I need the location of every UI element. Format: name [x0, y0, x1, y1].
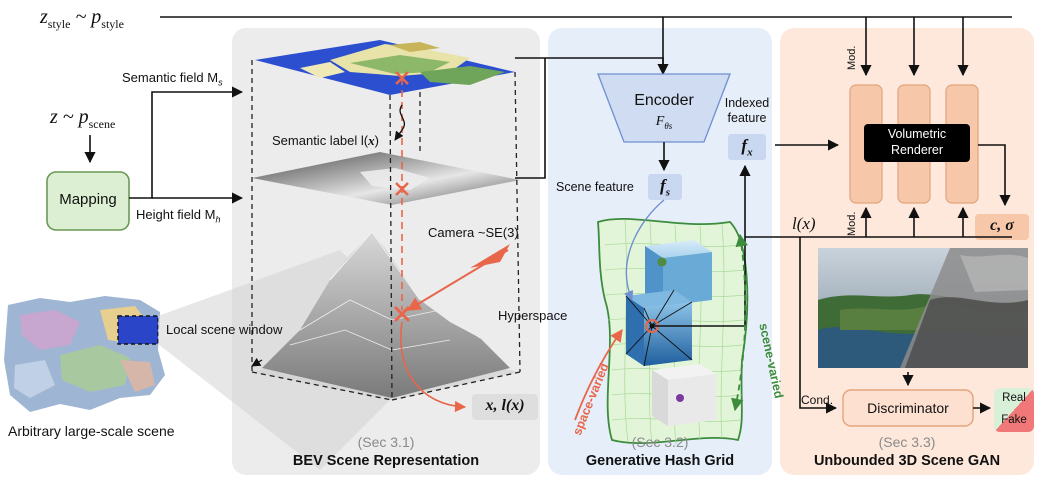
semantic-field-sub: s: [218, 77, 223, 88]
hyperspace-label: Hyperspace: [498, 308, 568, 323]
local-window-label: Local scene window: [166, 322, 283, 337]
large-scale-scene-map: [4, 296, 165, 412]
real-fake-box: [994, 388, 1034, 432]
rendered-scene-image: [818, 248, 1028, 368]
height-field-highlight: [360, 168, 430, 190]
style-latent-sim: ~ p: [70, 6, 102, 28]
real-label: Real: [1002, 392, 1026, 404]
sample-point-3d: [393, 305, 411, 323]
scene-latent-sub: scene: [88, 117, 116, 131]
sample-point-height: [395, 182, 409, 196]
c-sigma-box: [975, 214, 1029, 240]
c-sigma-label: c, σ: [990, 217, 1014, 234]
style-latent-sub: style: [47, 17, 71, 31]
xl-label: x, l(x): [485, 397, 525, 414]
mapping-label: Mapping: [59, 191, 117, 208]
cond-label: Cond.: [801, 393, 834, 407]
mod-top-label: Mod.: [846, 45, 858, 70]
fs-label: fs: [648, 176, 682, 198]
style-latent-sub2: style: [101, 17, 124, 31]
camera-frustum: [470, 244, 510, 268]
scene-latent-z: z: [50, 106, 58, 128]
style-latent-label: zstyle ~ pstyle: [40, 6, 124, 32]
title2-label: Generative Hash Grid: [585, 453, 735, 469]
fx-f: f: [741, 136, 748, 155]
encoder-label: Encoder: [634, 92, 694, 109]
encoder-param-f: F: [655, 114, 665, 129]
semantic-field-map: [255, 40, 515, 95]
renderer-box: [864, 124, 970, 162]
fake-label: Fake: [1001, 414, 1027, 426]
scene-feature-label: Scene feature: [556, 180, 634, 194]
to-xl-arrow: [400, 321, 467, 413]
mod-bottom-label: Mod.: [846, 211, 858, 236]
semantic-field-arrow: [129, 86, 244, 199]
sec2-label: (Sec 3.2): [631, 434, 689, 450]
scene-varied-arrow: [731, 233, 748, 412]
renderer-label-2: Renderer: [890, 143, 944, 157]
camera-label: Camera ~SE(3): [428, 225, 519, 240]
bev-dashed-frame: [251, 60, 521, 401]
fs-f: f: [660, 176, 666, 195]
height-to-encoder: [515, 58, 546, 179]
xl-box: [472, 394, 538, 420]
renderer-label-1: Volumetric: [887, 127, 947, 141]
semantic-field-label: Semantic field Ms: [122, 70, 223, 88]
style-latent-z: z: [40, 6, 48, 28]
sec1-label: (Sec 3.1): [357, 434, 415, 450]
semantic-label-arrow: [394, 104, 406, 141]
bev-corner-arrow: [251, 357, 263, 367]
height-field-label: Height field Mh: [136, 207, 221, 225]
height-field-text: Height field M: [136, 207, 216, 222]
fx-sub: x: [747, 146, 753, 159]
semantic-field-text: Semantic field M: [122, 70, 219, 85]
indexed-feature-1: Indexed: [724, 96, 770, 110]
cond-arrow: [799, 237, 838, 414]
semantic-label-x: x: [368, 133, 375, 148]
fs-sub: s: [665, 186, 670, 199]
title1-label: BEV Scene Representation: [292, 453, 480, 469]
encoder-block: [597, 73, 731, 143]
mapping-box: [46, 171, 130, 231]
encoder-param-sub: θs: [664, 120, 673, 131]
indexed-feature-2: feature: [727, 111, 767, 125]
semantic-label-main: Semantic label l(: [272, 133, 369, 148]
height-field-sub: h: [215, 214, 221, 225]
semantic-label-text: Semantic label l(x): [272, 133, 379, 149]
lx-right-label: l(x): [792, 214, 816, 233]
space-varied-arrow: [574, 328, 623, 421]
semantic-label-end: ): [374, 133, 379, 148]
scene-latent-label: z ~ pscene: [50, 106, 115, 132]
terrain-mountain: [252, 231, 520, 400]
discriminator-label: Discriminator: [867, 400, 949, 416]
fs-box: [648, 174, 682, 200]
fs-to-grid-arrow: [624, 199, 665, 301]
title3-label: Unbounded 3D Scene GAN: [813, 453, 1001, 469]
arbitrary-scene-label: Arbitrary large-scale scene: [8, 423, 175, 439]
renderer-out-arrow: [978, 144, 1011, 207]
encoder-param: Fθs: [598, 114, 730, 131]
sec3-label: (Sec 3.3): [878, 434, 936, 450]
fx-label: fx: [728, 136, 766, 158]
style-arrows: [160, 16, 1012, 77]
fx-box: [728, 134, 766, 160]
semantic-to-encoder: [515, 57, 669, 76]
scene-latent-sim: ~ p: [57, 106, 89, 128]
sample-point-semantic: [395, 71, 409, 85]
hash-grid: [597, 218, 749, 446]
